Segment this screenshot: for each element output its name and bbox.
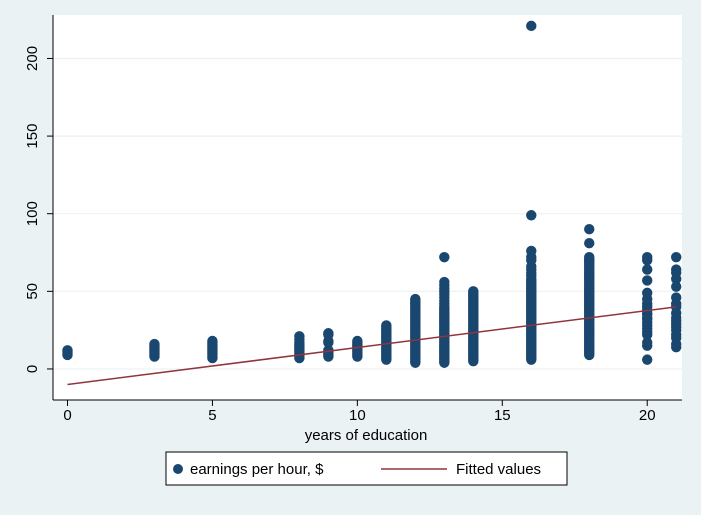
legend: earnings per hour, $ Fitted values xyxy=(165,451,568,486)
scatter-point xyxy=(584,224,595,235)
scatter-point xyxy=(526,210,537,221)
scatter-point xyxy=(62,345,73,356)
x-tick-label: 15 xyxy=(494,407,511,424)
gridlines xyxy=(53,57,682,370)
scatter-point xyxy=(671,292,682,303)
scatter-point xyxy=(642,287,653,299)
x-tick-label: 20 xyxy=(639,407,656,424)
legend-box xyxy=(165,451,568,486)
scatter-point xyxy=(352,335,363,347)
fitted-line xyxy=(67,306,677,386)
scatter-point xyxy=(642,354,653,365)
scatter-point xyxy=(671,264,682,275)
scatter-point xyxy=(671,251,682,263)
x-tick-label: 5 xyxy=(208,407,216,424)
scatter-point xyxy=(294,331,305,342)
scatter-point xyxy=(671,281,682,292)
scatter-point xyxy=(207,335,218,347)
scatter-point xyxy=(526,245,537,257)
scatter-point xyxy=(526,20,537,32)
y-tick-label: 200 xyxy=(24,46,41,71)
scatter-point xyxy=(642,275,653,286)
y-tick-label: 50 xyxy=(24,283,41,300)
x-axis-label: years of education xyxy=(305,427,428,444)
y-tick-label: 0 xyxy=(24,365,41,373)
scatter-point xyxy=(584,238,595,249)
fit-line xyxy=(67,306,677,386)
scatter-point xyxy=(642,264,653,275)
scatter-point xyxy=(584,251,595,263)
legend-label-scatter: earnings per hour, $ xyxy=(190,461,324,478)
y-tick-label: 150 xyxy=(24,124,41,149)
scatter-point xyxy=(642,251,653,263)
plot-area xyxy=(53,15,682,400)
scatter-point xyxy=(410,293,421,305)
scatter-point xyxy=(323,328,334,339)
scatter-point xyxy=(381,320,392,331)
scatter-point xyxy=(468,286,479,297)
legend-label-fit: Fitted values xyxy=(456,461,541,478)
scatter-point xyxy=(642,337,653,348)
legend-marker-scatter xyxy=(173,464,183,474)
scatter-point xyxy=(439,251,450,263)
scatter-point xyxy=(149,338,160,350)
scatter-point xyxy=(439,276,450,288)
y-tick-label: 100 xyxy=(24,201,41,226)
x-tick-label: 0 xyxy=(63,407,71,424)
scatter-points xyxy=(62,20,682,368)
x-tick-label: 10 xyxy=(349,407,366,424)
scatter-point xyxy=(323,345,334,356)
